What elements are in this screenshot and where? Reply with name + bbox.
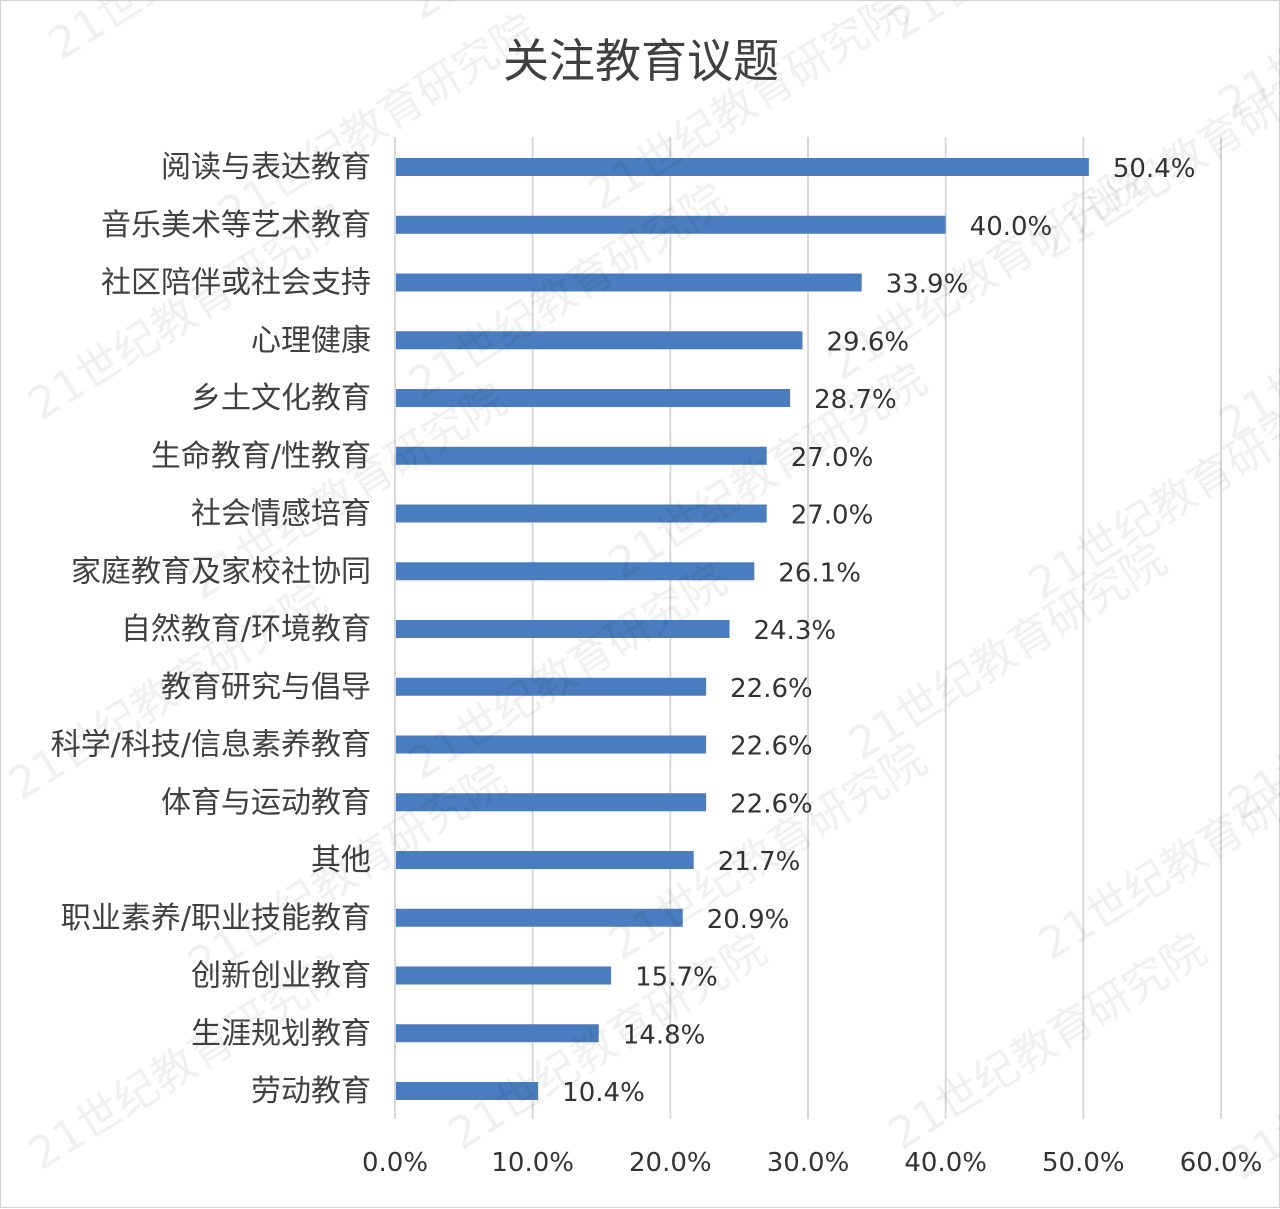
data-label: 50.4%: [1113, 154, 1196, 184]
bar: [395, 331, 803, 350]
bar: [395, 215, 946, 234]
data-label: 14.8%: [623, 1020, 706, 1050]
bar: [395, 793, 707, 812]
x-tick-label: 40.0%: [904, 1148, 987, 1178]
data-label: 20.9%: [707, 905, 790, 935]
bar: [395, 677, 707, 696]
data-labels: 50.4% 40.0%33.9% 29.6% 28.7% 27.0% 27.0% 26.1%…: [562, 154, 1195, 1108]
bars: [395, 158, 1089, 1100]
data-label: 15.7%: [635, 963, 718, 993]
data-label: 22.6%: [730, 789, 813, 819]
x-tick-label: 20.0%: [629, 1148, 712, 1178]
chart-title: 关注教育议题: [503, 34, 779, 88]
watermark-text: 21世纪教育研究院: [400, 554, 736, 790]
category-label: 音乐美术等艺术教育: [101, 208, 371, 243]
x-tick-label: 10.0%: [491, 1148, 574, 1178]
watermark-text: 21世纪教育研究院: [400, 1, 736, 30]
category-label: 生命教育/性教育: [151, 439, 371, 474]
category-labels: 阅读与表达教育音乐美术等艺术教育社区陪伴或社会支持心理健康乡土文化教育生命教育/…: [51, 150, 371, 1109]
bar: [395, 158, 1089, 176]
watermark-text: 21世纪教育研究院: [1030, 734, 1280, 970]
category-label: 乡土文化教育: [191, 381, 371, 416]
x-tick-label: 30.0%: [767, 1148, 850, 1178]
x-tick-label: 50.0%: [1042, 1148, 1125, 1178]
data-label: 28.7%: [814, 385, 897, 415]
data-label: 27.0%: [791, 501, 874, 531]
watermark-text: 21世纪教育研究院: [880, 924, 1216, 1160]
bar: [395, 504, 767, 523]
bar: [395, 620, 730, 638]
category-label: 社会情感培育: [191, 497, 371, 532]
category-label: 生涯规划教育: [191, 1016, 371, 1051]
watermark-text: 21世纪教育研究院: [400, 174, 736, 410]
category-label: 阅读与表达教育: [161, 150, 371, 185]
data-label: 40.0%: [970, 212, 1053, 242]
bar: [395, 735, 707, 754]
category-label: 其他: [311, 843, 371, 878]
bar: [395, 389, 791, 407]
category-label: 科学/科技/信息素养教育: [51, 728, 371, 763]
watermark-text: 21世纪教育研究院: [820, 154, 1156, 390]
watermark-text: 21世纪教育研究院: [880, 1, 1216, 50]
bar: [395, 446, 767, 465]
data-label: 27.0%: [791, 443, 874, 473]
category-label: 劳动教育: [251, 1074, 371, 1109]
bar: [395, 966, 612, 985]
category-label: 社区陪伴或社会支持: [101, 266, 371, 301]
category-label: 家庭教育及家校社协同: [71, 554, 371, 589]
category-label: 体育与运动教育: [161, 785, 371, 820]
category-label: 教育研究与倡导: [161, 670, 371, 705]
x-tick-label: 0.0%: [362, 1148, 428, 1178]
bar: [395, 273, 862, 292]
data-label: 22.6%: [730, 732, 813, 762]
bar: [395, 1024, 599, 1043]
x-tick-label: 60.0%: [1180, 1148, 1263, 1178]
bar: [395, 908, 683, 927]
data-label: 29.6%: [826, 327, 909, 357]
category-label: 创新创业教育: [191, 959, 371, 994]
data-label: 22.6%: [730, 674, 813, 704]
watermark-text: 21世纪教育研究院: [20, 944, 356, 1180]
bar: [395, 851, 694, 869]
x-tick-labels: 0.0% 10.0% 20.0% 30.0% 40.0% 50.0% 60.0%: [362, 1148, 1262, 1178]
category-label: 职业素养/职业技能教育: [61, 901, 371, 936]
category-label: 自然教育/环境教育: [121, 612, 371, 647]
data-label: 24.3%: [754, 616, 837, 646]
gridlines: [531, 137, 1222, 1119]
category-label: 心理健康: [251, 323, 371, 358]
data-label: 26.1%: [778, 558, 861, 588]
watermark-text: 21世纪教育研究院: [840, 534, 1176, 770]
bar: [395, 562, 755, 581]
data-label: 33.9%: [886, 270, 969, 300]
watermark-text: 21世纪教育研究院: [440, 924, 776, 1160]
watermark-text: 21世纪教育研究院: [210, 4, 546, 240]
bar: [395, 1082, 539, 1100]
watermark-text: 21世纪教育研究院: [40, 1, 376, 70]
watermark-text: 21世纪教育研究院: [1220, 954, 1280, 1190]
data-label: 21.7%: [718, 847, 801, 877]
data-label: 10.4%: [562, 1078, 645, 1108]
